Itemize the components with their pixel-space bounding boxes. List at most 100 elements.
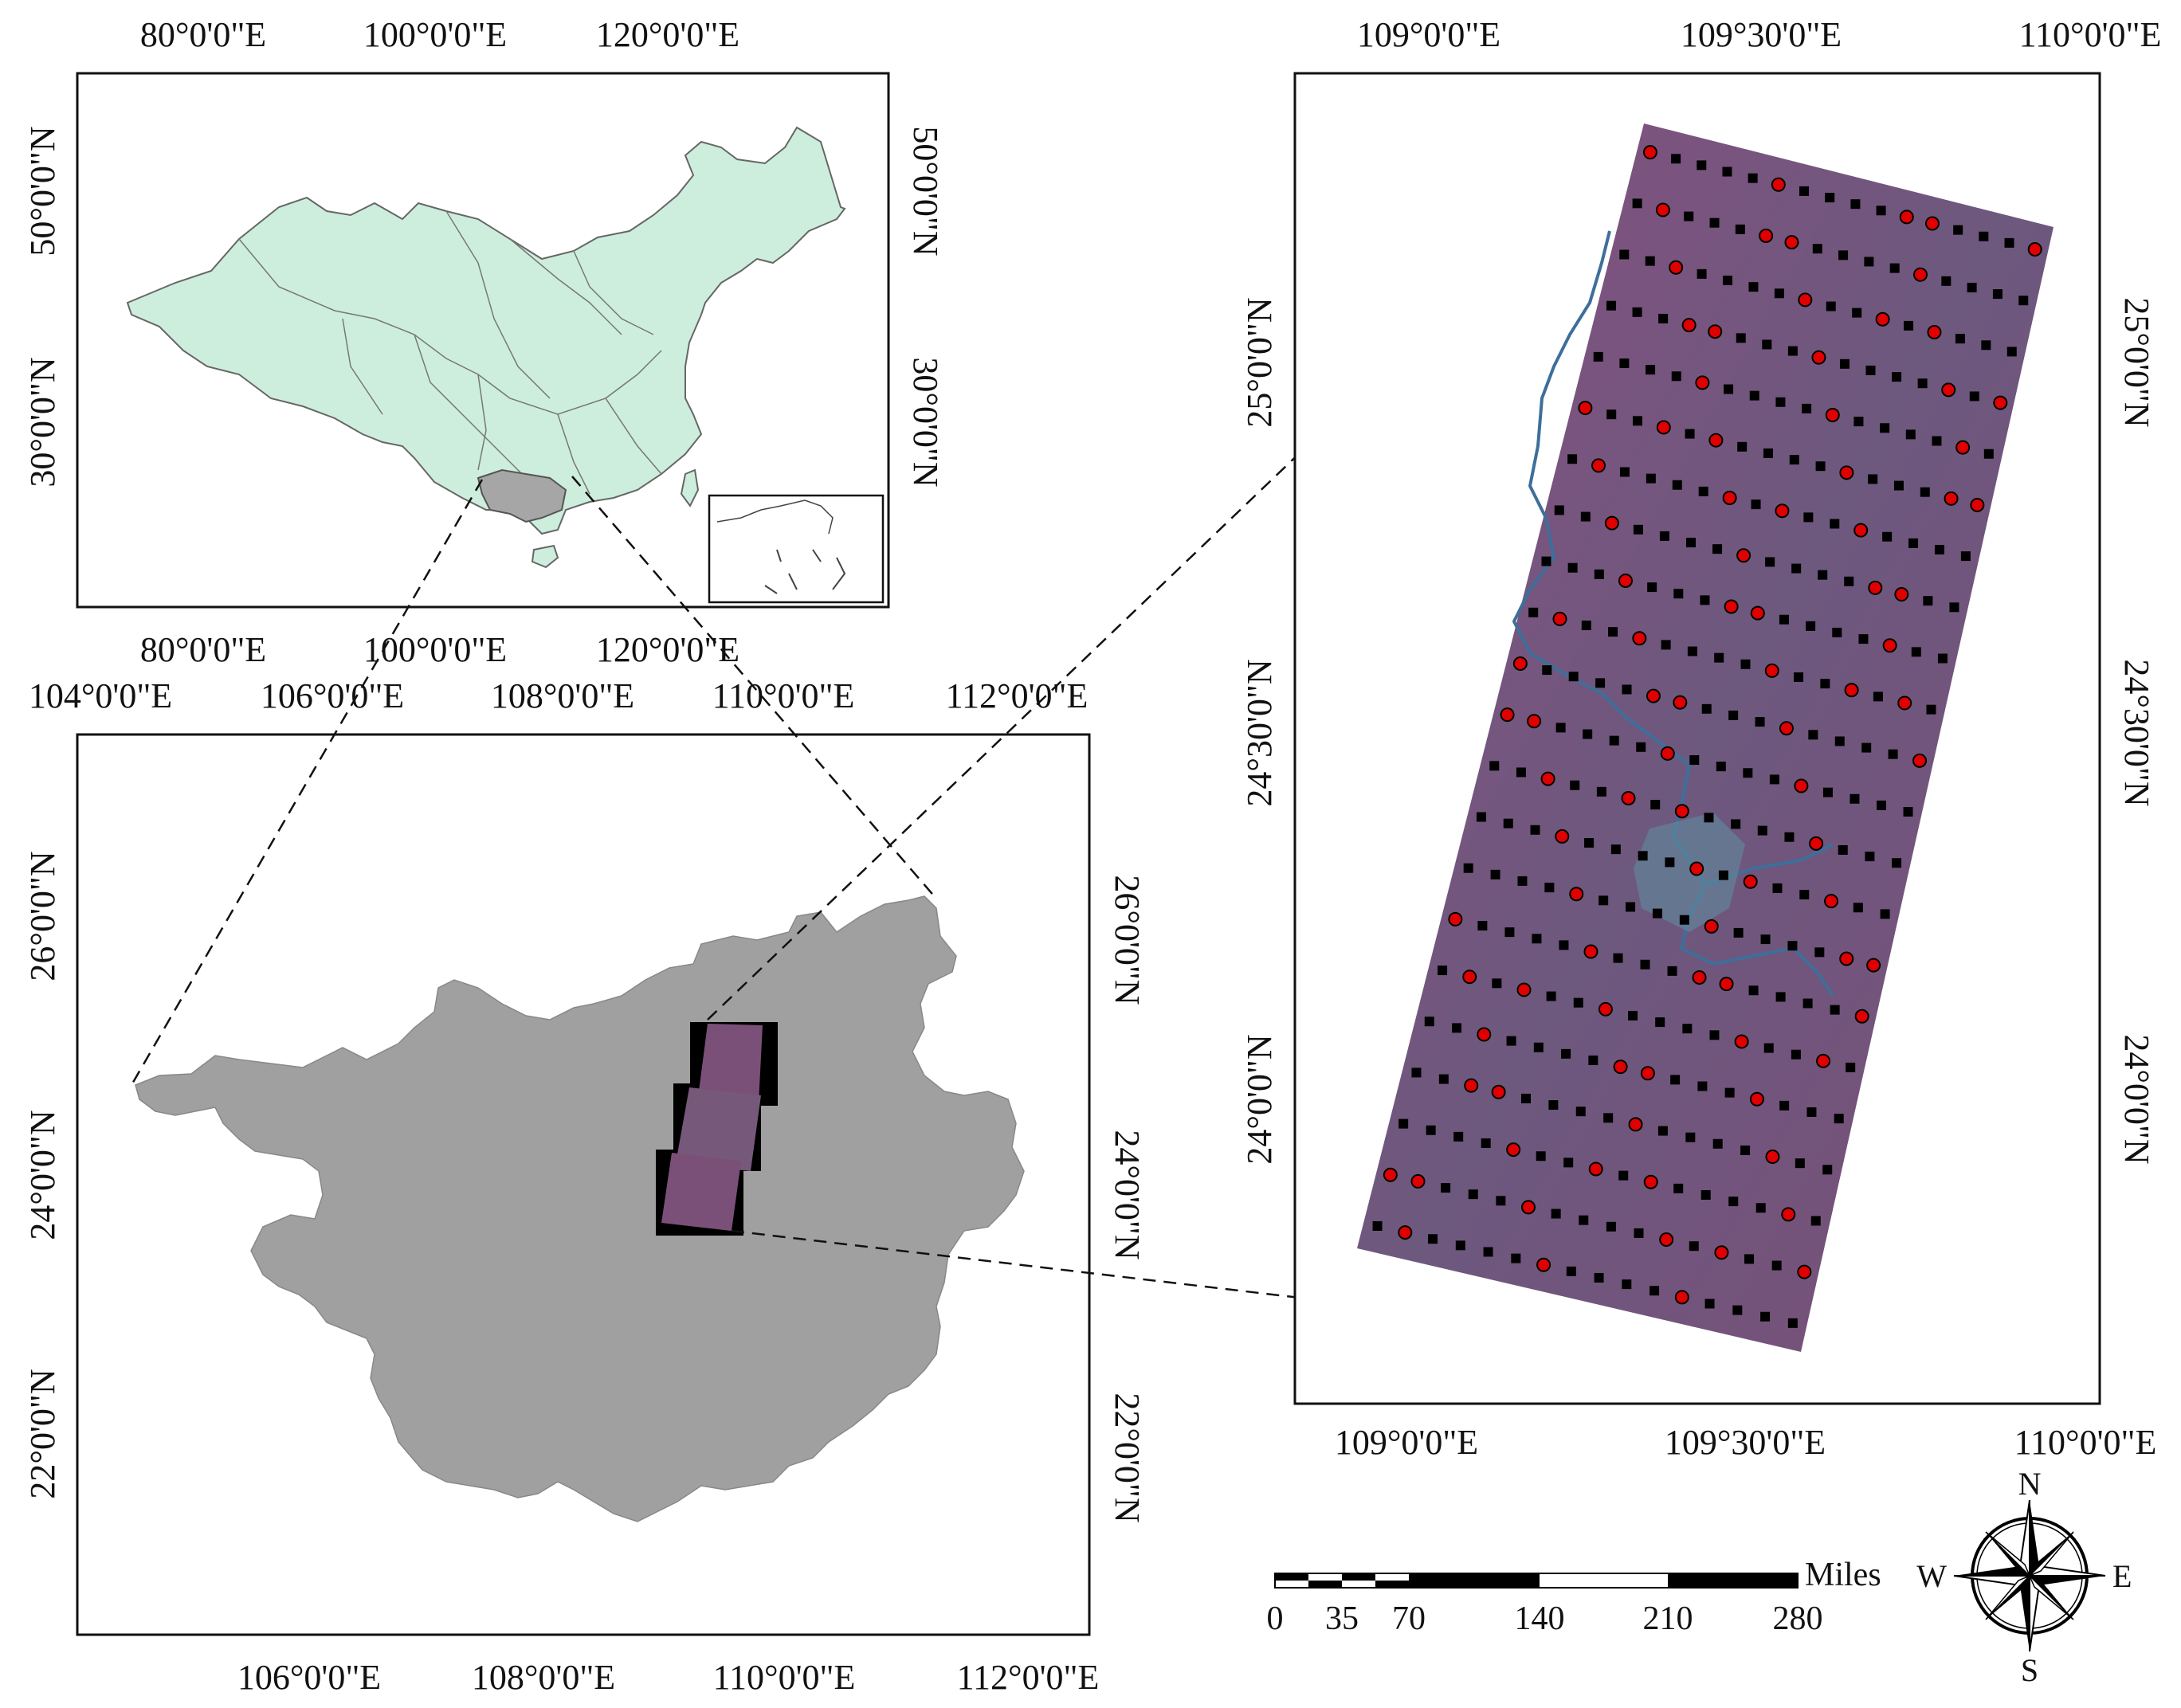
sample-point-circle bbox=[1750, 605, 1765, 621]
sample-point-circle bbox=[1749, 1091, 1764, 1107]
sample-point-square bbox=[1724, 384, 1734, 394]
sample-point-square bbox=[1633, 524, 1643, 535]
sample-point-square bbox=[1903, 807, 1913, 817]
sample-point-square bbox=[1476, 812, 1486, 822]
sample-point-circle bbox=[1660, 746, 1675, 761]
guangxi-highlight bbox=[477, 468, 567, 523]
sample-point-square bbox=[1779, 614, 1789, 625]
sample-point-square bbox=[1610, 844, 1621, 855]
compass-w-label: W bbox=[1916, 1558, 1947, 1594]
sample-point-square bbox=[1802, 403, 1812, 413]
sample-point-square bbox=[1483, 1247, 1493, 1257]
compass-s-label: S bbox=[2021, 1652, 2038, 1688]
sample-point-square bbox=[1626, 902, 1636, 912]
sample-point-square bbox=[1893, 480, 1904, 491]
sample-point-square bbox=[1814, 947, 1825, 958]
sample-point-circle bbox=[1743, 874, 1758, 889]
sample-point-circle bbox=[1512, 656, 1528, 671]
sample-point-square bbox=[1794, 672, 1804, 683]
sample-point-circle bbox=[1924, 216, 1940, 231]
sample-point-square bbox=[1839, 358, 1850, 369]
sample-point-square bbox=[1672, 480, 1682, 490]
sample-point-square bbox=[1850, 793, 1860, 804]
sample-point-square bbox=[1528, 607, 1539, 617]
sample-point-square bbox=[1481, 1138, 1491, 1148]
sample-point-square bbox=[1865, 852, 1875, 862]
sample-point-square bbox=[1684, 211, 1694, 221]
sample-point-square bbox=[1763, 1043, 1774, 1053]
sample-point-circle bbox=[1552, 611, 1567, 626]
sample-point-circle bbox=[1993, 395, 2008, 410]
sample-point-square bbox=[1709, 217, 1720, 228]
sample-point-circle bbox=[1797, 1264, 1812, 1279]
sample-point-square bbox=[1632, 307, 1642, 317]
sample-point-circle bbox=[1809, 836, 1824, 851]
sample-point-circle bbox=[1775, 503, 1790, 519]
sample-point-square bbox=[1834, 736, 1845, 746]
sample-point-square bbox=[1490, 869, 1500, 879]
sample-point-square bbox=[1685, 429, 1695, 439]
guangxi-outline bbox=[135, 895, 1025, 1522]
sample-point-square bbox=[1685, 538, 1696, 548]
sample-point-square bbox=[1772, 883, 1783, 893]
sample-point-circle bbox=[1894, 587, 1909, 602]
guangxi-left-tick: 26°0'0"N bbox=[23, 851, 62, 981]
sample-point-square bbox=[1504, 927, 1515, 938]
sample-point-square bbox=[1546, 991, 1556, 1001]
sample-point-circle bbox=[1491, 1084, 1506, 1099]
guangxi-right-tick: 22°0'0"N bbox=[1108, 1393, 1147, 1522]
urban-area bbox=[1634, 813, 1745, 932]
sample-point-square bbox=[1852, 308, 1862, 318]
sample-point-square bbox=[1775, 397, 1786, 407]
sample-point-square bbox=[1603, 1113, 1614, 1123]
sample-point-square bbox=[1544, 883, 1555, 893]
sample-point-square bbox=[1892, 858, 1902, 868]
sample-point-square bbox=[1983, 449, 1994, 459]
sample-point-circle bbox=[1613, 1060, 1628, 1075]
sample-point-square bbox=[1441, 1183, 1451, 1193]
sample-point-circle bbox=[1640, 1066, 1655, 1081]
guangxi-top-tick: 104°0'0"E bbox=[29, 676, 172, 715]
sample-point-square bbox=[1802, 998, 1813, 1009]
sample-point-square bbox=[1923, 596, 1933, 606]
sample-point-square bbox=[1981, 340, 1991, 351]
sample-point-circle bbox=[1897, 695, 1912, 711]
sample-point-square bbox=[2004, 237, 2014, 248]
sample-point-circle bbox=[1632, 631, 1647, 646]
sample-point-square bbox=[1622, 684, 1632, 695]
sample-point-square bbox=[1671, 371, 1681, 382]
sample-point-circle bbox=[1674, 804, 1689, 819]
sample-point-circle bbox=[1674, 1290, 1689, 1305]
sample-point-square bbox=[1548, 1100, 1559, 1111]
sample-point-circle bbox=[1462, 970, 1477, 985]
sample-point-square bbox=[1595, 678, 1606, 688]
sample-point-square bbox=[1864, 257, 1874, 267]
sample-point-square bbox=[1567, 562, 1578, 573]
sample-point-square bbox=[1771, 1260, 1782, 1271]
scene-bottom-tick: 110°0'0"E bbox=[2014, 1423, 2157, 1462]
sample-point-circle bbox=[1578, 401, 1593, 416]
scale-tick-label: 70 bbox=[1392, 1600, 1426, 1637]
sample-point-square bbox=[1566, 1266, 1576, 1276]
sample-point-square bbox=[1438, 966, 1448, 976]
sample-point-square bbox=[1640, 959, 1650, 970]
sample-point-square bbox=[1791, 1049, 1801, 1060]
sample-point-square bbox=[1714, 652, 1724, 663]
sample-point-square bbox=[1769, 774, 1779, 785]
sample-point-square bbox=[1453, 1131, 1464, 1142]
sample-point-square bbox=[1775, 992, 1786, 1002]
scene-map-panel: 109°0'0"E 109°30'0"E 110°0'0"E 109°0'0"E… bbox=[1240, 15, 2161, 1462]
sample-point-square bbox=[1877, 800, 1887, 810]
sample-point-square bbox=[1812, 244, 1822, 254]
sample-point-circle bbox=[1604, 515, 1619, 531]
scale-tick-label: 35 bbox=[1325, 1600, 1359, 1637]
sample-point-square bbox=[1853, 417, 1864, 427]
sample-point-square bbox=[1911, 647, 1921, 657]
sample-point-square bbox=[1806, 621, 1816, 631]
sample-point-square bbox=[1411, 1068, 1422, 1078]
sample-point-circle bbox=[1536, 1257, 1551, 1272]
scene-right-tick: 24°30'0"N bbox=[2117, 659, 2156, 806]
scene-right-tick: 24°0'0"N bbox=[2117, 1034, 2156, 1164]
sample-point-square bbox=[1937, 653, 1948, 664]
sample-point-square bbox=[1398, 1118, 1409, 1129]
